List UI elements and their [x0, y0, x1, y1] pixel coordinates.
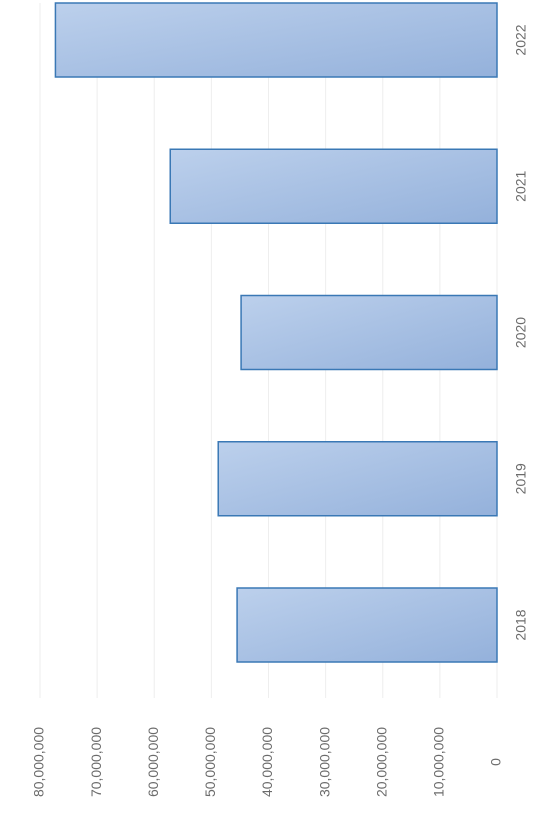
y-tick-label: 80,000,000 [31, 727, 47, 797]
x-tick-label: 2020 [513, 317, 529, 348]
y-tick-label: 50,000,000 [202, 727, 218, 797]
x-tick-label: 2019 [513, 463, 529, 494]
bar [236, 587, 498, 663]
x-tick-label: 2018 [513, 609, 529, 640]
y-tick-label: 10,000,000 [431, 727, 447, 797]
y-tick-label: 60,000,000 [145, 727, 161, 797]
bar [240, 294, 498, 371]
bar [169, 148, 498, 224]
bar [217, 441, 498, 517]
x-tick-label: 2022 [513, 24, 529, 55]
y-tick-label: 20,000,000 [373, 727, 389, 797]
y-tick-label: 70,000,000 [88, 727, 104, 797]
y-tick-label: 0 [488, 758, 504, 766]
y-tick-label: 30,000,000 [316, 727, 332, 797]
bar [54, 2, 498, 78]
x-tick-label: 2021 [513, 170, 529, 201]
y-tick-label: 40,000,000 [259, 727, 275, 797]
